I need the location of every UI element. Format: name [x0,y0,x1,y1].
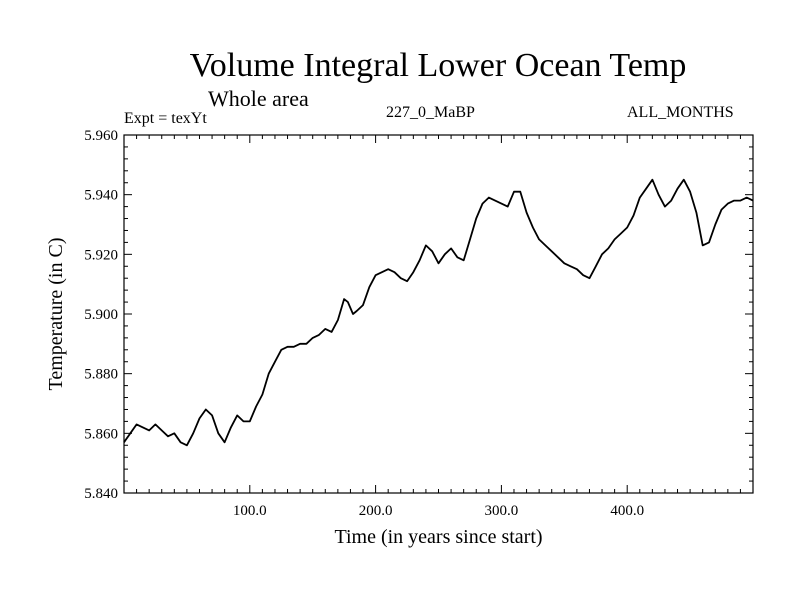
y-tick-label: 5.960 [84,128,118,144]
y-axis-label: Temperature (in C) [45,238,67,391]
y-tick-label: 5.900 [84,307,118,323]
plot-frame [123,134,754,494]
y-tick-label: 5.840 [84,486,118,502]
chart-subtitle: Whole area [208,86,309,111]
y-tick-label: 5.940 [84,188,118,204]
months-label: ALL_MONTHS [627,104,734,121]
x-tick-label: 100.0 [233,503,267,519]
y-tick-label: 5.920 [84,247,118,263]
x-axis-label: Time (in years since start) [334,526,542,548]
run-label: 227_0_MaBP [386,104,475,121]
x-tick-label: 400.0 [610,503,644,519]
y-tick-label: 5.860 [84,426,118,442]
x-tick-label: 300.0 [485,503,519,519]
x-tick-label: 200.0 [359,503,393,519]
chart-title: Volume Integral Lower Ocean Temp [189,47,687,84]
experiment-label: Expt = texYt [124,110,207,127]
series-line [123,178,754,447]
y-tick-label: 5.880 [84,367,118,383]
